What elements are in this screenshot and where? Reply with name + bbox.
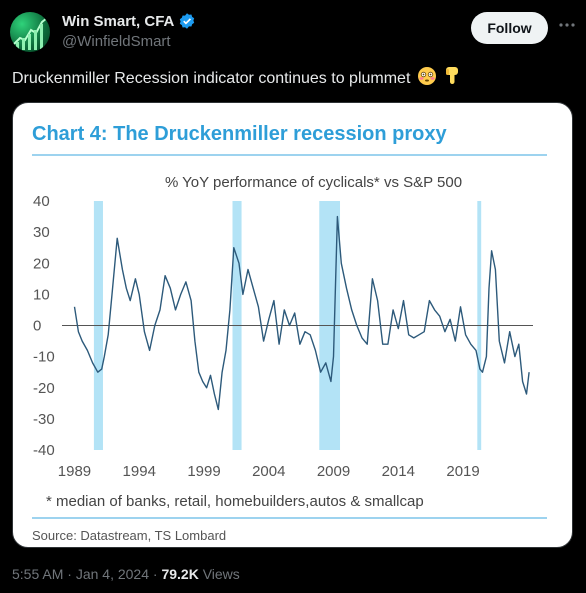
- more-options-icon[interactable]: [558, 16, 576, 34]
- avatar-chart-icon: [13, 17, 48, 50]
- chart-subtitle: % YoY performance of cyclicals* vs S&P 5…: [164, 174, 463, 191]
- tweet-text-row: Druckenmiller Recession indicator contin…: [12, 66, 461, 88]
- chart-title: Chart 4: The Druckenmiller recession pro…: [32, 123, 447, 145]
- x-tick-label: 1999: [187, 463, 220, 480]
- x-tick-label: 2004: [252, 463, 285, 480]
- y-tick-label: -20: [33, 380, 55, 397]
- y-tick-label: 40: [33, 193, 50, 210]
- x-tick-label: 2014: [382, 463, 415, 480]
- x-tick-label: 2009: [317, 463, 350, 480]
- chart-source: Source: Datastream, TS Lombard: [32, 528, 227, 543]
- author-name[interactable]: Win Smart, CFA: [62, 12, 175, 30]
- views-count: 79.2K: [161, 566, 199, 582]
- flushed-face-emoji-icon: [417, 67, 436, 85]
- tweet-time[interactable]: 5:55 AM: [12, 566, 64, 582]
- series-line: [73, 215, 530, 411]
- y-tick-label: 30: [33, 224, 50, 241]
- author-name-row: Win Smart, CFA: [62, 12, 196, 30]
- x-tick-label: 1989: [58, 463, 91, 480]
- y-tick-label: 0: [33, 318, 41, 335]
- title-divider: [32, 154, 547, 156]
- x-tick-label: 2019: [446, 463, 479, 480]
- media-chart-image[interactable]: Chart 4: The Druckenmiller recession pro…: [12, 102, 573, 548]
- y-tick-label: -40: [33, 442, 55, 459]
- tweet-meta: 5:55 AM · Jan 4, 2024 · 79.2K Views: [12, 566, 240, 582]
- views-label: Views: [202, 566, 240, 582]
- y-tick-label: -30: [33, 411, 55, 428]
- footnote-divider: [32, 517, 547, 519]
- verified-badge-icon: [180, 13, 195, 29]
- tweet-text: Druckenmiller Recession indicator contin…: [12, 70, 411, 87]
- meta-separator: ·: [67, 566, 72, 582]
- y-tick-label: 10: [33, 286, 50, 303]
- tweet-date[interactable]: Jan 4, 2024: [75, 566, 149, 582]
- x-tick-label: 1994: [123, 463, 156, 480]
- chart-footnote: * median of banks, retail, homebuilders,…: [46, 493, 424, 510]
- follow-button[interactable]: Follow: [471, 12, 548, 44]
- avatar[interactable]: [10, 12, 50, 52]
- y-tick-label: -10: [33, 349, 55, 366]
- author-handle[interactable]: @WinfieldSmart: [62, 33, 171, 50]
- backhand-index-pointing-down-emoji-icon: [446, 67, 459, 84]
- meta-separator: ·: [152, 566, 158, 582]
- y-tick-label: 20: [33, 255, 50, 272]
